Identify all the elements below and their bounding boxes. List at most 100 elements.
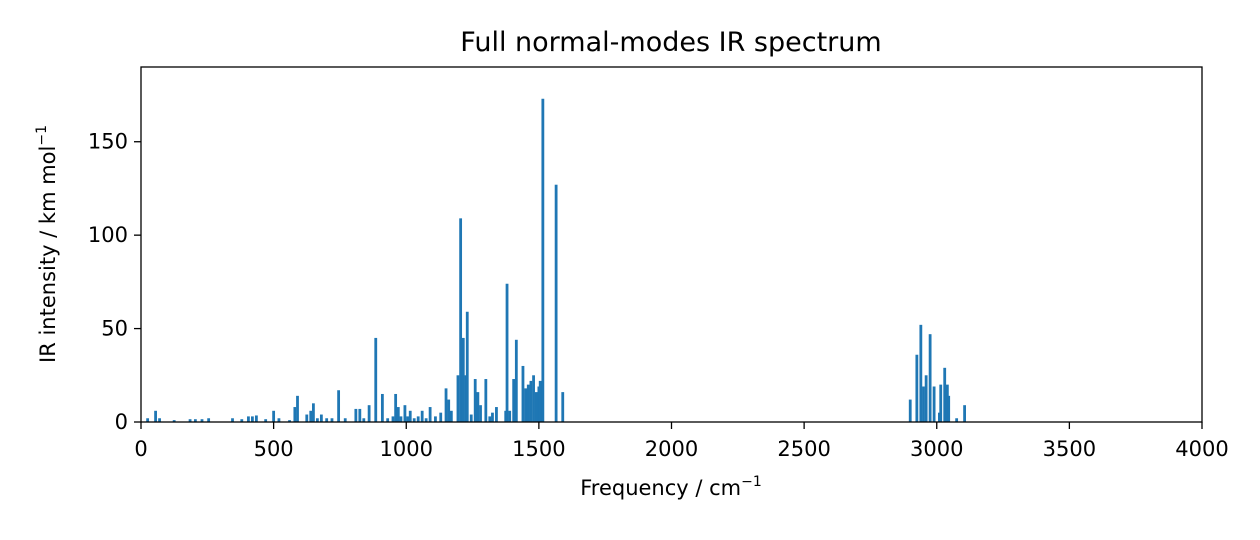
spectrum-bar — [538, 380, 542, 422]
spectrum-bar — [484, 379, 488, 422]
spectrum-bar — [526, 384, 530, 422]
spectrum-bar — [367, 405, 371, 422]
plot-frame — [140, 66, 1203, 423]
spectrum-bar — [469, 414, 473, 422]
spectrum-bar — [512, 379, 516, 422]
x-tick-label: 3500 — [1043, 437, 1096, 461]
x-axis-label: Frequency / cm−1 — [580, 474, 762, 500]
spectrum-bar — [541, 98, 545, 422]
spectrum-bar — [277, 418, 281, 422]
spectrum-bar — [337, 390, 341, 422]
spectrum-bar — [908, 399, 912, 422]
spectrum-bar — [461, 337, 465, 422]
y-tick-label: 100 — [88, 223, 128, 247]
x-axis-label-superscript: −1 — [741, 474, 762, 490]
spectrum-bar — [305, 414, 309, 422]
spectrum-bar — [288, 420, 291, 422]
spectrum-bar — [449, 410, 453, 422]
spectrum-bar — [924, 375, 928, 422]
spectrum-bar — [915, 354, 919, 422]
spectrum-bar — [380, 393, 384, 422]
spectrum-bar — [254, 415, 258, 422]
spectrum-bar — [947, 395, 951, 422]
spectrum-bar — [491, 412, 494, 422]
x-tick-label: 2000 — [645, 437, 698, 461]
spectrum-bar — [459, 218, 463, 422]
spectrum-bar — [247, 416, 250, 422]
spectrum-bar — [420, 410, 424, 422]
spectrum-bar — [932, 386, 936, 422]
spectrum-bar — [391, 416, 395, 422]
spectrum-bar — [963, 405, 966, 422]
spectrum-bar — [476, 392, 480, 422]
spectrum-bar — [240, 419, 244, 422]
spectrum-bar — [488, 416, 492, 422]
y-axis-ticks: 0 50 100 150 — [88, 130, 141, 434]
spectrum-bar — [447, 399, 451, 422]
spectrum-bar — [325, 418, 329, 422]
spectrum-bar — [358, 408, 362, 422]
spectrum-bar — [293, 407, 297, 422]
spectrum-bar — [514, 339, 518, 422]
spectrum-bar — [158, 418, 161, 422]
spectrum-bar — [439, 412, 443, 422]
spectrum-bar — [456, 375, 460, 422]
y-axis-label: IR intensity / km mol−1 — [34, 125, 60, 363]
spectrum-bar — [309, 410, 313, 422]
spectrum-bar — [955, 418, 959, 422]
spectrum-bar — [424, 418, 428, 422]
y-tick-label: 150 — [88, 130, 128, 154]
spectrum-bar — [524, 388, 528, 422]
spectrum-bar — [272, 410, 276, 422]
y-tick-label: 0 — [115, 410, 128, 434]
spectrum-bar — [532, 375, 535, 422]
y-axis-label-superscript: −1 — [34, 125, 50, 146]
y-axis-label-text: IR intensity / km mol — [36, 146, 60, 363]
chart-title: Full normal-modes IR spectrum — [460, 27, 881, 58]
spectrum-bar — [264, 419, 268, 422]
spectrum-bar — [495, 407, 498, 422]
spectrum-bar — [428, 407, 432, 422]
spectrum-bar — [188, 419, 192, 422]
spectrum-bar — [362, 418, 366, 422]
spectrum-bar — [554, 184, 558, 422]
spectrum-bar — [529, 380, 533, 422]
spectrum-bar — [330, 418, 334, 422]
spectrum-bar — [434, 416, 437, 422]
spectrum-bar — [465, 311, 469, 422]
y-tick-label: 50 — [101, 317, 128, 341]
spectrum-bar — [231, 418, 234, 422]
spectrum-bar — [922, 386, 925, 422]
spectrum-bar — [403, 405, 407, 422]
spectrum-bar — [406, 416, 409, 422]
spectrum-bar — [312, 403, 315, 422]
spectrum-bar — [315, 418, 319, 422]
spectrum-bar — [296, 395, 299, 422]
spectrum-bar — [412, 418, 416, 422]
spectrum-bar — [408, 410, 412, 422]
spectrum-bar — [374, 337, 378, 422]
spectrum-bar — [416, 416, 420, 422]
spectrum-bar — [251, 416, 254, 422]
x-tick-label: 2500 — [777, 437, 830, 461]
bar-series — [146, 98, 966, 422]
x-axis-label-text: Frequency / cm — [580, 476, 741, 500]
spectrum-bar — [319, 414, 323, 422]
x-tick-label: 3000 — [910, 437, 963, 461]
spectrum-bar — [200, 419, 204, 422]
spectrum-bar — [146, 418, 150, 422]
spectrum-bar — [172, 420, 176, 422]
x-tick-label: 1500 — [512, 437, 565, 461]
spectrum-bar — [508, 410, 512, 422]
spectrum-bar — [193, 419, 197, 422]
spectrum-bar — [354, 408, 358, 422]
spectrum-bar — [479, 405, 482, 422]
spectrum-bar — [396, 407, 400, 422]
spectrum-bar — [928, 334, 932, 422]
spectrum-bar — [939, 384, 943, 422]
spectrum-bar — [919, 324, 923, 422]
spectrum-bar — [505, 283, 509, 422]
spectrum-bar — [386, 418, 390, 422]
spectrum-bar — [561, 392, 565, 422]
